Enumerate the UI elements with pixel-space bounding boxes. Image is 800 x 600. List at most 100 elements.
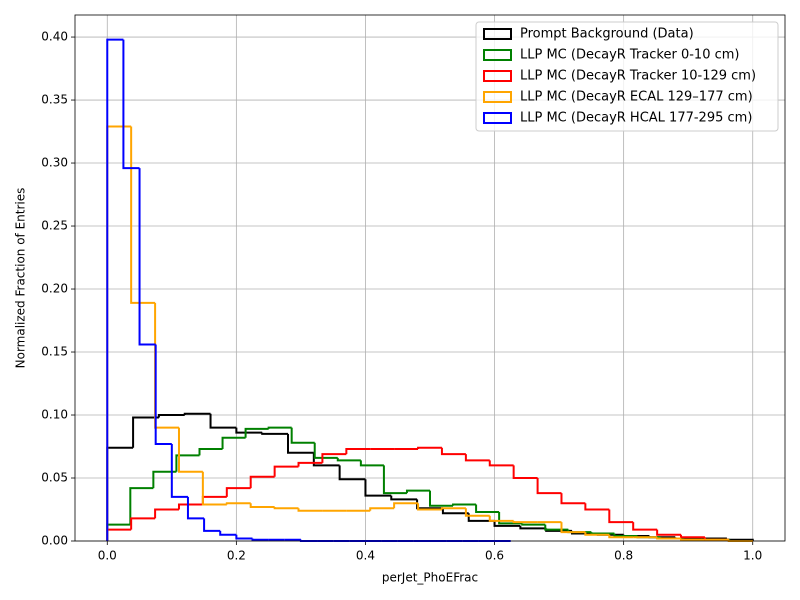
y-tick-label: 0.30 xyxy=(41,156,68,170)
histogram-step xyxy=(632,522,658,531)
legend-label: LLP MC (DecayR Tracker 10-129 cm) xyxy=(520,69,756,84)
histogram-step xyxy=(235,534,253,540)
histogram-step xyxy=(154,344,172,445)
histogram-step xyxy=(590,532,615,535)
histogram-step xyxy=(225,502,251,505)
histogram-step xyxy=(154,302,179,429)
histogram-step xyxy=(209,413,237,429)
histogram-step xyxy=(393,502,419,509)
histogram-step xyxy=(417,503,442,511)
histogram-step xyxy=(656,529,682,536)
histogram-step xyxy=(177,427,203,473)
histogram-step xyxy=(417,446,442,450)
histogram-step xyxy=(198,448,223,456)
y-tick-label: 0.10 xyxy=(41,408,68,422)
histogram-step xyxy=(106,446,134,541)
legend-box xyxy=(475,21,779,132)
x-tick-label: 0.4 xyxy=(356,549,375,563)
histogram-step xyxy=(405,489,430,494)
histogram-step xyxy=(152,470,177,489)
histogram-step xyxy=(464,454,490,462)
histogram-step xyxy=(244,427,269,438)
histogram-step xyxy=(183,412,211,416)
histogram-step xyxy=(390,495,418,501)
histogram-step xyxy=(498,512,523,525)
y-tick-label: 0.05 xyxy=(41,471,68,485)
legend-swatch xyxy=(483,49,512,61)
histogram-step xyxy=(544,524,569,531)
histogram-step xyxy=(132,416,159,448)
y-tick-label: 0.25 xyxy=(41,219,68,233)
histogram-step xyxy=(201,471,227,506)
histogram-step xyxy=(680,538,705,541)
legend-label: LLP MC (DecayR ECAL 129–177 cm) xyxy=(520,90,753,105)
histogram-step xyxy=(608,534,634,539)
histogram-step xyxy=(203,518,221,532)
histogram-step xyxy=(560,522,586,534)
histogram-step xyxy=(235,427,263,434)
histogram-step xyxy=(154,508,179,519)
legend-swatch xyxy=(483,70,512,82)
y-axis-label: Normalized Fraction of Entries xyxy=(14,188,28,369)
histogram-step xyxy=(273,465,299,477)
x-tick-label: 1.0 xyxy=(743,549,762,563)
x-tick-label: 0.0 xyxy=(98,549,117,563)
histogram-step xyxy=(297,508,323,512)
histogram-step xyxy=(608,509,634,524)
legend-swatch xyxy=(483,91,512,103)
histogram-step xyxy=(519,525,547,530)
histogram-step xyxy=(382,465,407,495)
x-tick-label: 0.6 xyxy=(485,549,504,563)
histogram-step xyxy=(219,530,237,536)
legend-label: Prompt Background (Data) xyxy=(520,27,694,42)
histogram-step xyxy=(249,503,275,508)
histogram-step xyxy=(273,506,299,510)
histogram-step xyxy=(364,479,392,497)
histogram-step xyxy=(290,427,315,444)
histogram-step xyxy=(359,460,384,467)
x-tick-label: 0.2 xyxy=(227,549,246,563)
histogram-step xyxy=(680,534,705,539)
histogram-step xyxy=(521,523,546,526)
plot-frame xyxy=(74,14,786,542)
histogram-step xyxy=(170,443,188,498)
y-tick-label: 0.35 xyxy=(41,93,68,107)
histogram-step xyxy=(613,533,638,537)
histogram-step xyxy=(475,504,500,514)
histogram-step xyxy=(138,168,156,346)
histogram-step xyxy=(440,507,466,510)
histogram-step xyxy=(130,126,156,304)
histogram-step xyxy=(221,436,246,450)
histogram-step xyxy=(452,503,477,506)
histogram-step xyxy=(287,433,314,454)
histogram-step xyxy=(488,515,514,522)
histogram-step xyxy=(130,517,156,530)
legend-swatch xyxy=(483,112,512,124)
histogram-step xyxy=(106,528,132,541)
y-tick-label: 0.20 xyxy=(41,282,68,296)
histogram-step xyxy=(157,414,185,418)
histogram-step xyxy=(321,453,347,463)
histogram-step xyxy=(106,38,124,541)
histogram-step xyxy=(261,432,288,435)
x-axis-label: perJet_PhoEFrac xyxy=(382,571,478,585)
legend: Prompt Background (Data) LLP MC (DecayR T… xyxy=(475,21,779,132)
histogram-step xyxy=(656,537,682,540)
histogram-step xyxy=(177,503,203,510)
histogram-step xyxy=(464,508,490,517)
histogram-step xyxy=(488,460,514,467)
histogram-step xyxy=(338,465,366,481)
histogram-step xyxy=(493,520,521,527)
histogram-step xyxy=(313,442,338,459)
histogram-step xyxy=(201,495,227,505)
y-tick-label: 0.00 xyxy=(41,534,68,548)
legend-swatch xyxy=(483,28,512,40)
histogram-step xyxy=(251,538,269,541)
histogram-step xyxy=(106,523,131,541)
histogram-series xyxy=(106,426,753,542)
histogram-step xyxy=(584,532,610,536)
legend-label: LLP MC (DecayR Tracker 0-10 cm) xyxy=(520,48,739,63)
histogram-step xyxy=(584,503,610,511)
histogram-step xyxy=(560,493,586,505)
